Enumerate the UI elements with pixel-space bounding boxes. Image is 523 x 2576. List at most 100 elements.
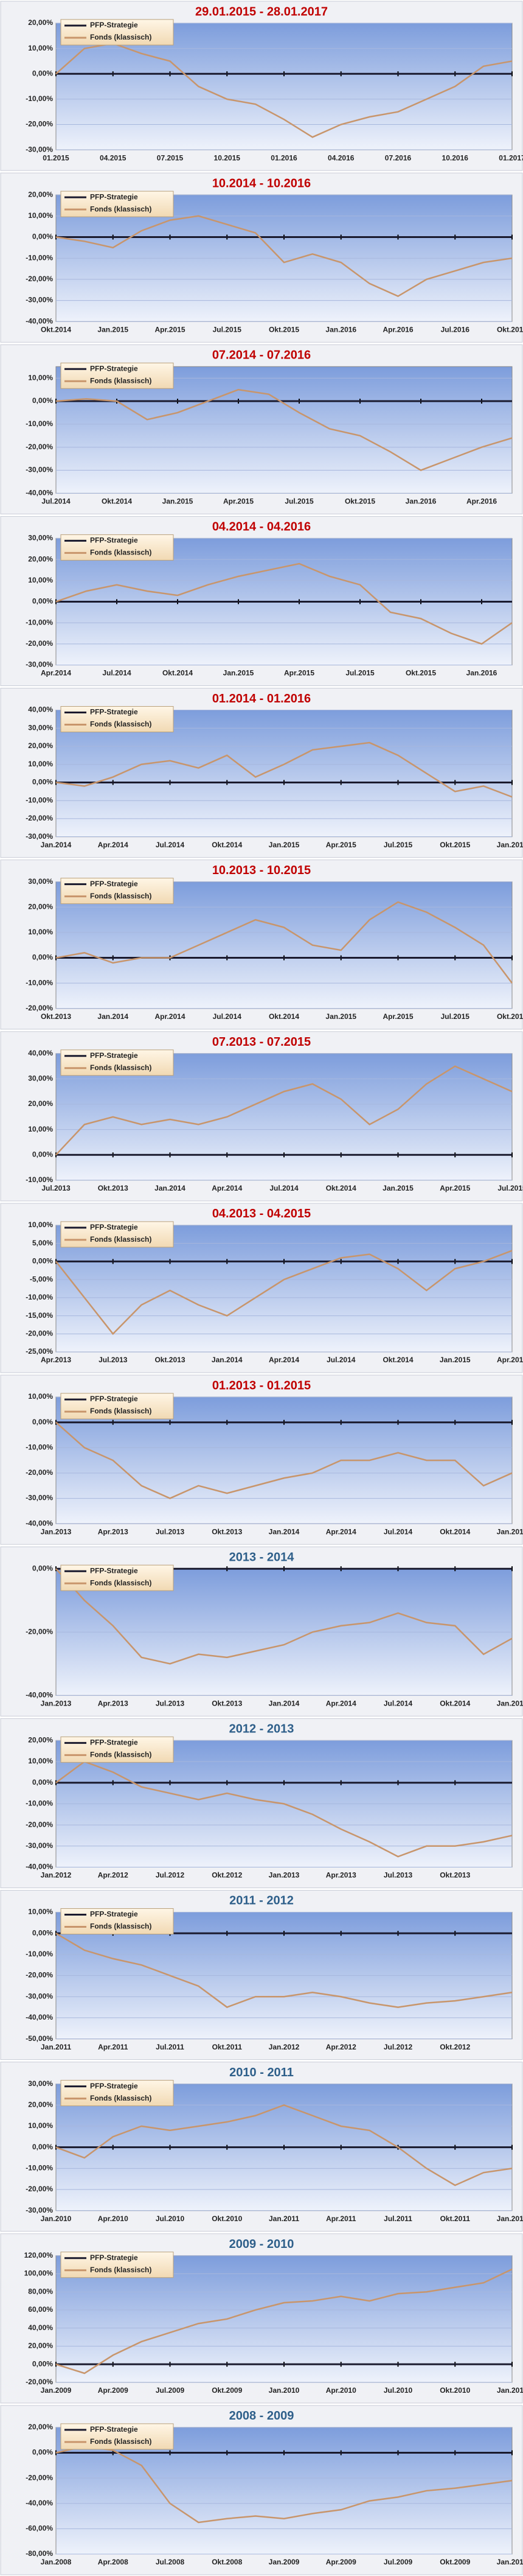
legend-label: PFP-Strategie bbox=[90, 708, 138, 716]
y-tick-label: -10,00% bbox=[26, 1950, 53, 1958]
x-tick-label: Okt.2014 bbox=[162, 669, 193, 677]
x-tick-label: Jul.2014 bbox=[102, 669, 131, 677]
legend-label: PFP-Strategie bbox=[90, 2425, 138, 2434]
x-tick-label: Jan.2011 bbox=[41, 2043, 71, 2051]
x-tick-label: Jul.2014 bbox=[384, 1527, 413, 1536]
x-tick-label: Apr.2013 bbox=[41, 1356, 71, 1364]
x-tick-label: Apr.2011 bbox=[326, 2214, 356, 2223]
x-tick-label: Jul.2015 bbox=[213, 325, 242, 334]
y-tick-label: -30,00% bbox=[26, 1494, 53, 1502]
legend-label: Fonds (klassisch) bbox=[90, 892, 151, 900]
x-tick-label: Jan.2008 bbox=[41, 2558, 72, 2566]
x-tick-label: Apr.2013 bbox=[326, 1871, 356, 1880]
y-tick-label: 80,00% bbox=[28, 2287, 53, 2295]
x-tick-label: Jul.2009 bbox=[384, 2558, 413, 2566]
legend-box bbox=[60, 1049, 174, 1076]
y-tick-label: -40,00% bbox=[26, 2013, 53, 2021]
y-tick-label: -40,00% bbox=[26, 489, 53, 497]
series-line bbox=[55, 562, 513, 645]
x-tick-label: Okt.2015 bbox=[345, 497, 375, 506]
x-tick-label: Apr.2009 bbox=[326, 2558, 356, 2566]
y-tick-label: -10,00% bbox=[26, 796, 53, 804]
y-tick-label: -50,00% bbox=[26, 2034, 53, 2043]
x-tick-label: Jan.2010 bbox=[497, 2558, 523, 2566]
y-tick-label: 20,00% bbox=[28, 741, 53, 750]
x-tick-label: Jul.2013 bbox=[99, 1356, 128, 1364]
x-tick-label: Okt.2014 bbox=[383, 1356, 413, 1364]
x-tick-label: Jan.2016 bbox=[497, 841, 523, 849]
y-tick-label: 30,00% bbox=[28, 723, 53, 732]
y-tick-label: 10,00% bbox=[28, 1757, 53, 1765]
x-tick-label: Okt.2013 bbox=[98, 1184, 128, 1192]
chart-title: 2010 - 2011 bbox=[229, 2066, 294, 2079]
chart-title: 04.2014 - 04.2016 bbox=[212, 520, 311, 534]
x-tick-label: Okt.2010 bbox=[440, 2386, 470, 2395]
legend-box bbox=[60, 1908, 174, 1934]
x-tick-label: Okt.2014 bbox=[212, 841, 242, 849]
x-tick-label: Okt.2012 bbox=[212, 1871, 242, 1880]
x-tick-label: Jul.2014 bbox=[384, 1699, 413, 1708]
y-tick-label: 60,00% bbox=[28, 2305, 53, 2314]
x-tick-label: Jan.2014 bbox=[97, 1012, 128, 1021]
x-tick-label: Jan.2013 bbox=[41, 1527, 72, 1536]
y-tick-label: 0,00% bbox=[32, 1257, 53, 1265]
x-tick-label: Apr.2014 bbox=[212, 1184, 242, 1192]
x-tick-label: Jan.2014 bbox=[212, 1356, 243, 1364]
y-tick-label: 0,00% bbox=[32, 597, 53, 606]
legend-box bbox=[60, 362, 174, 389]
y-tick-label: -5,00% bbox=[30, 1275, 53, 1283]
legend-label: Fonds (klassisch) bbox=[90, 1235, 151, 1244]
x-tick-label: Okt.2012 bbox=[440, 2043, 470, 2051]
x-tick-label: Jul.2015 bbox=[497, 1184, 523, 1192]
legend-box bbox=[60, 1564, 174, 1591]
legend-label: PFP-Strategie bbox=[90, 1395, 138, 1403]
x-tick-label: 10.2015 bbox=[214, 153, 241, 162]
x-tick-label: Okt.2013 bbox=[154, 1356, 185, 1364]
y-tick-label: 10,00% bbox=[28, 1220, 53, 1229]
series-line bbox=[55, 215, 513, 298]
x-tick-label: Okt.2010 bbox=[212, 2214, 242, 2223]
x-tick-label: Jan.2015 bbox=[325, 1012, 356, 1021]
series-line bbox=[55, 741, 513, 798]
y-tick-label: 30,00% bbox=[28, 534, 53, 542]
y-tick-label: 10,00% bbox=[28, 1392, 53, 1401]
y-tick-label: 40,00% bbox=[28, 1049, 53, 1057]
y-tick-label: 10,00% bbox=[28, 373, 53, 382]
y-tick-label: 10,00% bbox=[28, 576, 53, 584]
x-tick-label: Jul.2015 bbox=[384, 841, 413, 849]
series-line bbox=[55, 1933, 513, 2008]
x-tick-label: Apr.2012 bbox=[326, 2043, 356, 2051]
x-tick-label: Jan.2011 bbox=[497, 2386, 523, 2395]
legend-label: PFP-Strategie bbox=[90, 1566, 138, 1575]
y-tick-label: -10,00% bbox=[26, 1799, 53, 1808]
legend-label: Fonds (klassisch) bbox=[90, 1063, 151, 1072]
legend-label: Fonds (klassisch) bbox=[90, 2266, 151, 2274]
y-tick-label: -10,00% bbox=[26, 2164, 53, 2172]
x-tick-label: Okt.2013 bbox=[212, 1699, 242, 1708]
legend-label: Fonds (klassisch) bbox=[90, 1751, 151, 1759]
legend-label: PFP-Strategie bbox=[90, 1738, 138, 1747]
legend-label: Fonds (klassisch) bbox=[90, 1578, 151, 1587]
y-tick-label: 20,00% bbox=[28, 902, 53, 911]
series-line bbox=[55, 1065, 513, 1156]
y-tick-label: 10,00% bbox=[28, 1125, 53, 1133]
x-tick-label: Apr.2015 bbox=[440, 1184, 470, 1192]
y-tick-label: -60,00% bbox=[26, 2524, 53, 2533]
y-tick-label: 0,00% bbox=[32, 233, 53, 241]
x-tick-label: Jan.2009 bbox=[41, 2386, 72, 2395]
series-line bbox=[55, 2104, 513, 2186]
y-tick-label: -20,00% bbox=[26, 1004, 53, 1012]
legend-box bbox=[60, 2252, 174, 2278]
y-tick-label: 0,00% bbox=[32, 2143, 53, 2151]
y-tick-label: 100,00% bbox=[24, 2269, 54, 2278]
x-tick-label: Apr.2015 bbox=[284, 669, 314, 677]
chart-title: 10.2014 - 10.2016 bbox=[212, 177, 311, 190]
legend-label: Fonds (klassisch) bbox=[90, 2094, 151, 2102]
series-line bbox=[55, 2445, 513, 2524]
y-tick-label: 20,00% bbox=[28, 190, 53, 198]
x-tick-label: Okt.2011 bbox=[212, 2043, 243, 2051]
x-tick-label: Apr.2013 bbox=[98, 1527, 128, 1536]
chart-title: 04.2013 - 04.2015 bbox=[212, 1207, 311, 1220]
y-tick-label: 30,00% bbox=[28, 2079, 53, 2088]
y-tick-label: -20,00% bbox=[26, 275, 53, 283]
